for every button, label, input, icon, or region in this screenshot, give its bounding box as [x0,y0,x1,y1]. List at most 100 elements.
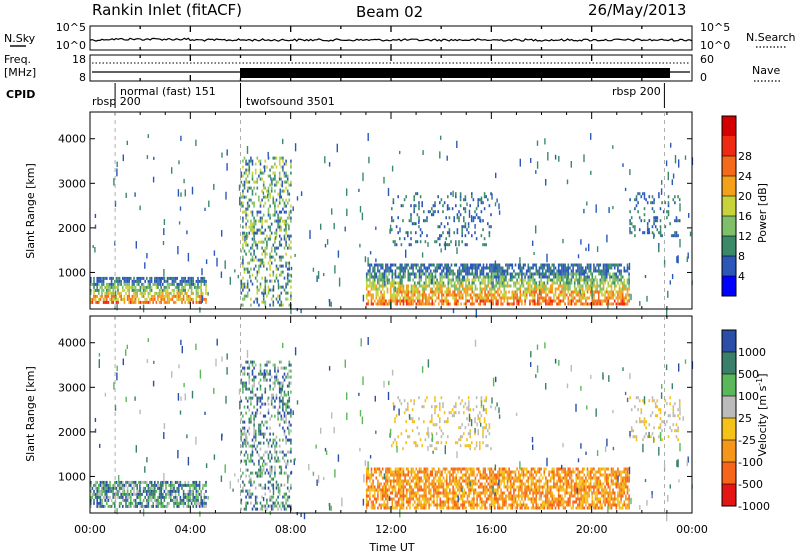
heatmap-cell [194,286,196,289]
heatmap-cell [502,297,504,300]
heatmap-cell [604,300,606,303]
heatmap-cell [152,490,154,493]
heatmap-cell [617,282,619,285]
heatmap-cell [279,157,281,160]
heatmap-cell [603,300,605,303]
heatmap-cell [159,493,161,496]
heatmap-cell [282,265,284,268]
heatmap-cell [424,498,426,501]
heatmap-cell [414,285,416,288]
heatmap-cell [542,288,544,291]
heatmap-cell [282,208,284,211]
heatmap-cell [282,502,284,505]
heatmap-cell [448,498,450,501]
heatmap-cell [396,492,398,495]
heatmap-cell [593,264,595,267]
heatmap-cell [136,502,138,505]
heatmap-cell [176,502,178,505]
heatmap-cell [582,303,584,306]
heatmap-cell [459,279,461,282]
heatmap-cell [165,493,167,496]
heatmap-cell [577,294,579,297]
heatmap-cell [388,489,390,492]
heatmap-cell [540,288,542,291]
heatmap-cell [128,283,130,286]
heatmap-cell [424,264,426,267]
heatmap-cell [440,267,442,270]
heatmap-cell [255,163,257,166]
heatmap-cell [252,172,254,175]
heatmap-cell [181,301,183,304]
heatmap-cell [119,283,121,286]
heatmap-cell [196,298,198,301]
heatmap-cell [268,289,270,292]
heatmap-cell [534,297,536,300]
heatmap-cell [644,219,646,222]
heatmap-cell [205,502,207,505]
heatmap-cell [382,489,384,492]
heatmap-cell [430,498,432,501]
heatmap-cell [639,301,640,306]
heatmap-cell [184,496,186,499]
heatmap-cell [491,193,492,199]
heatmap-cell [143,505,145,508]
heatmap-cell [404,480,406,483]
heatmap-cell [612,294,614,297]
heatmap-cell [508,279,510,282]
heatmap-cell [257,286,259,289]
heatmap-cell [268,187,270,190]
heatmap-cell [444,267,446,270]
heatmap-cell [273,295,275,298]
heatmap-cell [574,264,576,267]
heatmap-cell [245,223,247,226]
heatmap-cell [133,295,135,298]
heatmap-cell [250,397,252,400]
heatmap-cell [492,270,494,273]
heatmap-cell [614,288,616,291]
heatmap-cell [569,294,571,297]
heatmap-cell [393,483,395,486]
heatmap-cell [260,163,262,166]
colorbar-tick-label: 20 [738,190,752,203]
heatmap-cell [584,282,586,285]
heatmap-cell [263,454,265,457]
heatmap-cell [173,292,175,295]
heatmap-cell [194,496,196,499]
heatmap-cell [260,502,262,505]
heatmap-cell [279,472,281,475]
heatmap-cell [593,297,595,300]
heatmap-cell [379,288,381,291]
heatmap-cell [149,496,151,499]
heatmap-cell [600,288,602,291]
heatmap-cell [584,279,586,282]
heatmap-cell [242,184,244,187]
heatmap-cell [160,301,162,304]
heatmap-cell [136,505,138,508]
heatmap-cell [133,484,135,487]
heatmap-cell [474,224,475,229]
heatmap-cell [540,276,542,279]
heatmap-cell [133,481,135,484]
heatmap-cell [478,276,480,279]
heatmap-cell [100,298,102,301]
heatmap-cell [420,486,422,489]
heatmap-cell [266,361,268,364]
heatmap-cell [273,439,275,442]
heatmap-cell [430,483,432,486]
heatmap-cell [395,480,397,483]
heatmap-cell [384,501,386,504]
heatmap-cell [197,484,199,487]
heatmap-cell [624,279,626,282]
heatmap-cell [624,288,626,291]
heatmap-cell [627,288,629,291]
heatmap-cell [419,504,421,507]
heatmap-cell [413,210,415,213]
heatmap-cell [289,274,291,277]
heatmap-cell [253,418,255,421]
heatmap-cell [152,493,154,496]
heatmap-cell [279,265,281,268]
heatmap-cell [260,232,262,235]
heatmap-cell [168,286,170,289]
heatmap-cell [448,267,450,270]
heatmap-cell [529,282,531,285]
